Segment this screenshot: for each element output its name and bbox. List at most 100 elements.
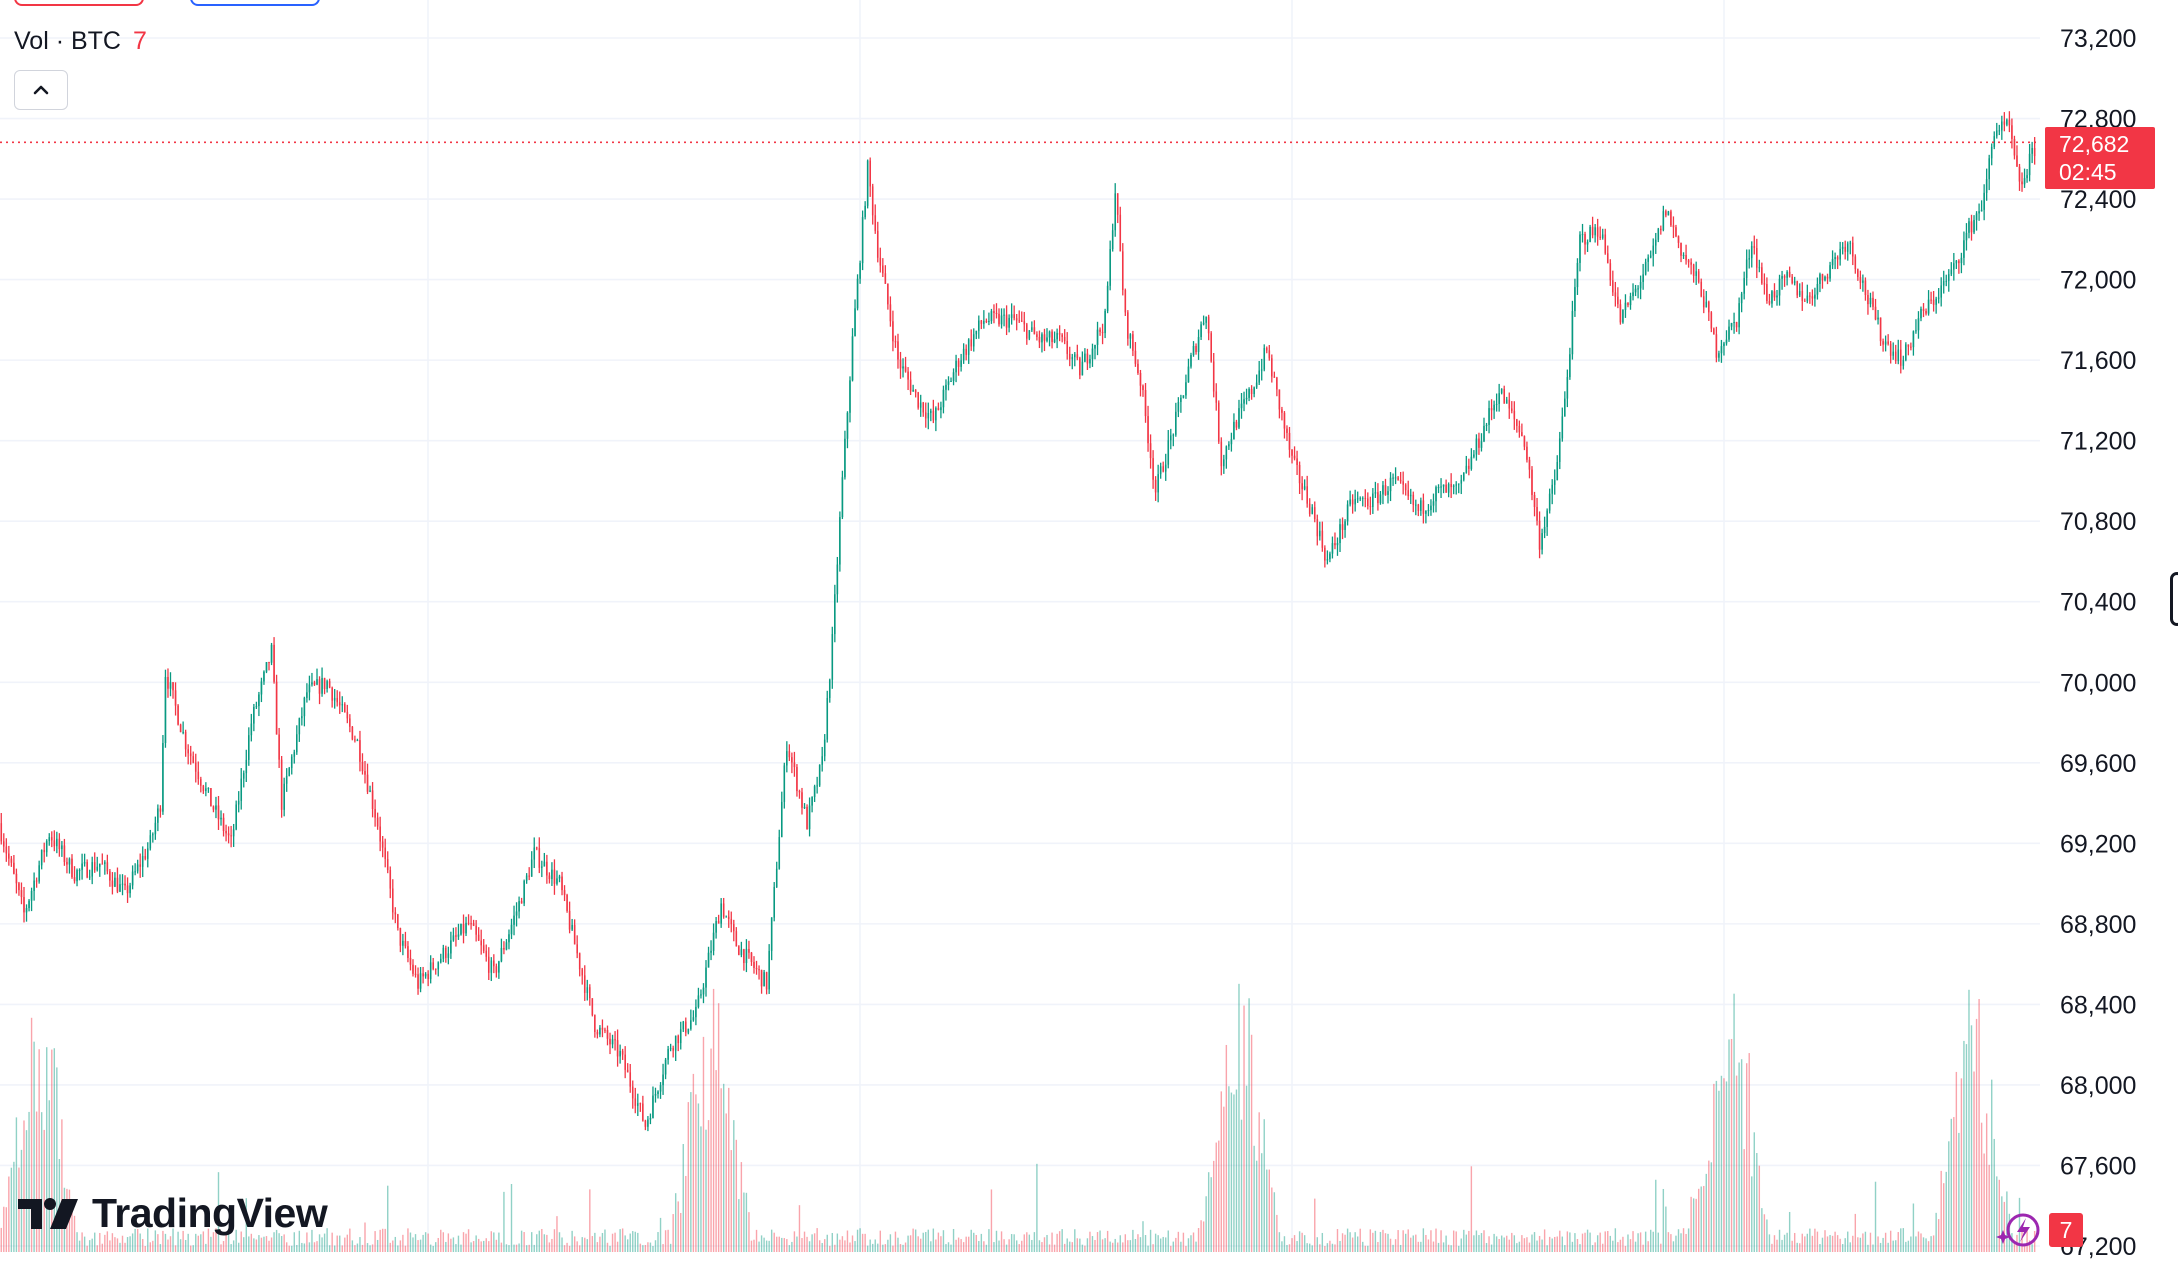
candle-body: [134, 871, 136, 873]
candle: [1672, 216, 1675, 239]
candle-body: [1907, 344, 1910, 347]
volume-bar: [442, 1232, 445, 1252]
volume-bar: [30, 1017, 33, 1252]
collapse-legend-button[interactable]: [14, 70, 68, 110]
volume-bar: [472, 1241, 475, 1252]
candle: [25, 904, 28, 922]
candle: [1223, 454, 1225, 474]
volume-bar: [988, 1229, 990, 1252]
volume-bar: [1415, 1234, 1417, 1252]
volume-bar: [808, 1241, 811, 1252]
candle-body: [1480, 441, 1483, 448]
candle: [841, 470, 844, 520]
candle-body: [477, 934, 480, 941]
volume-bar: [1248, 998, 1250, 1252]
volume-bar: [970, 1229, 972, 1252]
volume-bar: [1637, 1233, 1639, 1252]
candle: [1331, 536, 1334, 559]
candle: [914, 389, 917, 398]
candle-body: [1068, 353, 1071, 360]
candle: [1743, 271, 1745, 300]
candle: [1687, 258, 1690, 268]
scroll-handle[interactable]: [2170, 572, 2178, 626]
candle-body: [1132, 334, 1134, 351]
volume-bar: [488, 1241, 490, 1252]
volume-bar: [387, 1185, 389, 1252]
candle: [854, 299, 856, 337]
candle: [1457, 483, 1460, 494]
volume-bar: [1647, 1241, 1649, 1252]
candle: [43, 842, 46, 863]
candle: [856, 274, 859, 311]
candle-body: [1864, 280, 1867, 296]
candle: [437, 961, 440, 977]
volume-bar: [379, 1229, 381, 1252]
candle-body: [407, 946, 409, 958]
volume-bar: [187, 1233, 189, 1252]
candle: [1685, 244, 1687, 265]
candle: [1245, 388, 1248, 405]
candle-body: [957, 360, 960, 367]
candle-body: [1516, 419, 1518, 426]
candle: [631, 1080, 634, 1109]
volume-bar: [1440, 1230, 1442, 1252]
candle: [1351, 494, 1354, 514]
candle: [791, 752, 793, 774]
volume-bar: [796, 1236, 798, 1252]
candle-body: [1228, 444, 1230, 447]
candle-body: [856, 278, 859, 309]
candle-body: [1672, 225, 1675, 228]
candle: [594, 1014, 596, 1038]
candle-body: [260, 681, 263, 695]
candle: [735, 927, 738, 947]
volume-bar: [440, 1229, 442, 1252]
lightning-spark-icon[interactable]: [1995, 1210, 2043, 1250]
candle-body: [518, 901, 520, 912]
candle: [1629, 292, 1632, 310]
candle: [616, 1029, 619, 1067]
candle-body: [1738, 303, 1740, 328]
candle: [796, 764, 798, 797]
candle: [323, 677, 326, 695]
candle-body: [1566, 377, 1569, 399]
volume-bar: [245, 1198, 247, 1252]
candle-body: [1205, 316, 1207, 323]
volume-bar: [174, 1245, 177, 1252]
candle-body: [770, 917, 773, 951]
alert-count-badge[interactable]: 7: [2049, 1213, 2083, 1247]
candle-body: [1958, 260, 1960, 264]
volume-bar: [1372, 1232, 1374, 1252]
candle: [18, 881, 20, 896]
volume-bar: [1680, 1233, 1682, 1252]
volume-bar: [1263, 1119, 1265, 1252]
volume-bar: [1200, 1220, 1202, 1252]
volume-bar: [308, 1242, 311, 1252]
candle: [321, 667, 323, 697]
candle-body: [1086, 353, 1089, 364]
candle-body: [1902, 360, 1905, 366]
volume-bar: [159, 1244, 162, 1252]
volume-bar: [1142, 1221, 1144, 1252]
candle: [341, 696, 344, 713]
volume-bar: [167, 1239, 169, 1252]
candle: [232, 823, 235, 847]
candle: [894, 335, 897, 348]
candle-body: [851, 336, 854, 381]
candle-body: [354, 739, 356, 741]
candle: [1811, 289, 1814, 306]
candle: [174, 682, 177, 716]
candle-body: [1490, 408, 1493, 411]
candle: [1015, 314, 1018, 331]
tradingview-logo[interactable]: TradingView: [18, 1190, 328, 1237]
candle-body: [460, 923, 462, 935]
volume-bar: [1819, 1244, 1821, 1252]
candle-body: [326, 681, 328, 689]
candle-body: [745, 948, 748, 964]
volume-bar: [94, 1232, 96, 1252]
candle-body: [672, 1048, 674, 1051]
candle: [606, 1025, 609, 1046]
volume-bar: [182, 1230, 184, 1252]
candle: [475, 920, 477, 942]
candle: [553, 859, 556, 895]
